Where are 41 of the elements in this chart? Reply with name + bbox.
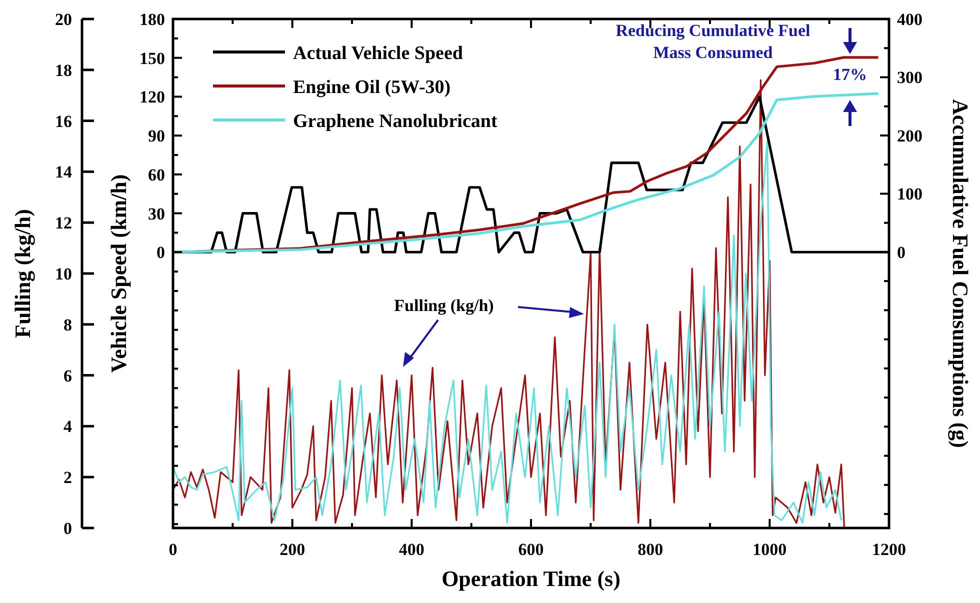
- x-tick-label: 600: [518, 540, 544, 559]
- y-tick-label: 10: [55, 264, 72, 284]
- line-series: [172, 140, 842, 524]
- y-tick-label: 20: [55, 10, 72, 29]
- y2-axis-title: Vehicle Speed (km/h): [106, 174, 131, 373]
- annotation: 17%: [833, 65, 867, 84]
- y-tick-label: 8: [64, 315, 72, 334]
- y3-tick-label: 0: [897, 242, 906, 262]
- y-axis-title: Fulling (kg/h): [10, 209, 35, 338]
- x-tick-label: 200: [280, 540, 306, 559]
- y3-tick-label: 300: [897, 68, 922, 88]
- x-tick-label: 800: [638, 540, 664, 559]
- legend-label: Graphene Nanolubricant: [293, 111, 498, 132]
- y3-tick-label: 100: [897, 184, 922, 204]
- y-tick-label: 0: [64, 519, 72, 538]
- y2-tick-label: 120: [140, 88, 165, 107]
- y-tick-label: 16: [55, 112, 72, 131]
- x-axis-title: Operation Time (s): [442, 566, 620, 591]
- y-tick-label: 18: [55, 60, 72, 80]
- y-tick-label: 2: [64, 468, 72, 488]
- legend-label: Actual Vehicle Speed: [293, 43, 464, 64]
- y2-tick-label: 60: [148, 165, 165, 184]
- y2-tick-label: 30: [148, 204, 165, 224]
- y2-tick-label: 150: [140, 48, 165, 68]
- y2-tick-label: 180: [140, 10, 165, 29]
- annotation: Reducing Cumulative Fuel Mass Consumed: [616, 21, 811, 62]
- y3-tick-label: 200: [897, 126, 922, 146]
- y2-tick-label: 0: [156, 243, 165, 262]
- y3-axis-title: Accumulative Fuel Consumptions (g): [948, 99, 973, 448]
- x-tick-label: 1200: [872, 540, 906, 559]
- x-tick-label: 1000: [752, 540, 787, 559]
- y3-tick-label: 400: [897, 10, 922, 29]
- y-tick-label: 14: [55, 162, 72, 182]
- y-tick-label: 4: [64, 417, 72, 436]
- y-tick-label: 12: [55, 214, 72, 233]
- y2-tick-label: 90: [148, 126, 165, 146]
- y-tick-label: 6: [64, 366, 72, 386]
- annotation: Fulling (kg/h): [394, 296, 494, 315]
- legend-label: Engine Oil (5W-30): [293, 77, 451, 98]
- x-tick-label: 400: [398, 540, 424, 559]
- x-tick-label: 0: [168, 540, 178, 559]
